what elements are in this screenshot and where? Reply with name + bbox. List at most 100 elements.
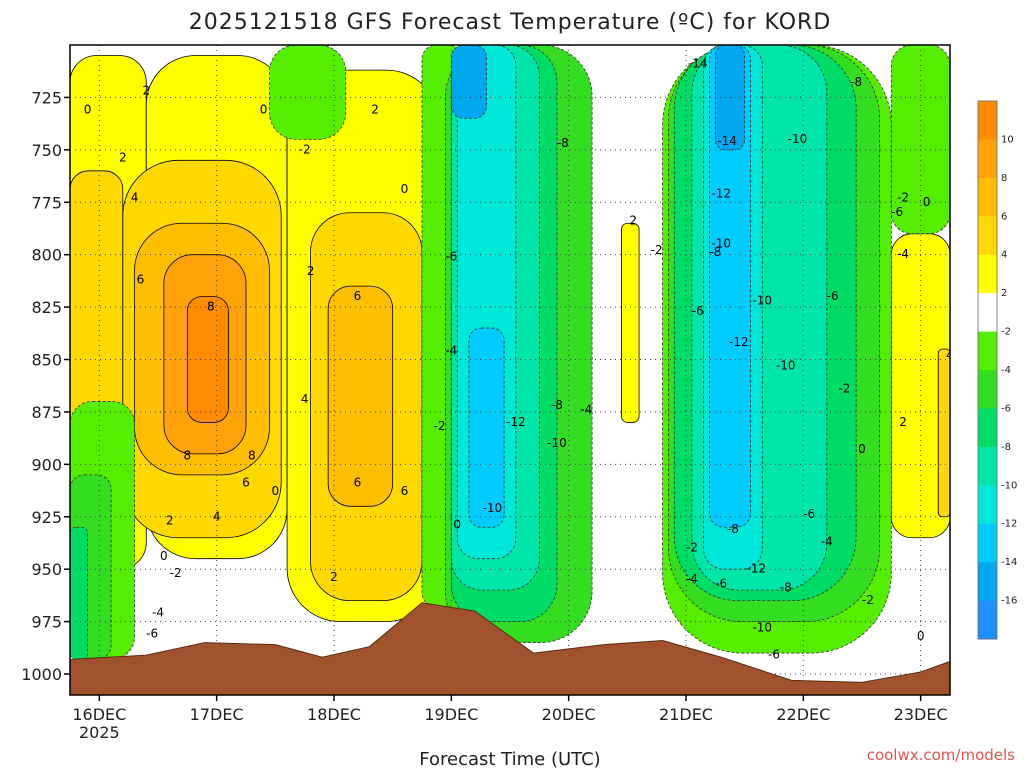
contour-label: 6 bbox=[401, 484, 409, 498]
colorbar-tick-label: -4 bbox=[1001, 365, 1011, 376]
temperature-region bbox=[186, 296, 229, 423]
y-tick-label: 1000 bbox=[21, 665, 62, 684]
contour-label: 4 bbox=[213, 509, 221, 523]
x-tick-label: 20DEC bbox=[542, 705, 596, 724]
contour-label: 0 bbox=[260, 103, 268, 117]
colorbar-swatch bbox=[978, 370, 997, 409]
temperature-region bbox=[709, 45, 751, 528]
terrain-surface bbox=[70, 602, 950, 695]
colorbar-tick-label: 8 bbox=[1001, 173, 1007, 184]
contour-label: 8 bbox=[207, 300, 215, 314]
colorbar-swatch bbox=[978, 139, 997, 179]
y-tick-label: 750 bbox=[31, 141, 62, 160]
chart-title: 2025121518 GFS Forecast Temperature (ºC)… bbox=[189, 10, 832, 35]
contour-label: 2 bbox=[330, 570, 338, 584]
contour-label: -4 bbox=[821, 534, 833, 548]
contour-label: -10 bbox=[788, 132, 808, 146]
temperature-region bbox=[468, 327, 505, 528]
y-tick-label: 800 bbox=[31, 246, 62, 265]
x-tick-label: 21DEC bbox=[659, 705, 713, 724]
colorbar-swatch bbox=[978, 562, 997, 602]
y-tick-label: 925 bbox=[31, 508, 62, 527]
x-tick-label: 19DEC bbox=[424, 705, 478, 724]
contour-label: -2 bbox=[838, 381, 850, 395]
colorbar-swatch bbox=[978, 101, 997, 140]
y-tick-label: 875 bbox=[31, 403, 62, 422]
contour-label: -8 bbox=[557, 136, 569, 150]
colorbar-tick-label: -6 bbox=[1001, 403, 1011, 414]
contour-label: 2 bbox=[119, 151, 127, 165]
contour-label: -10 bbox=[752, 620, 772, 634]
colorbar-frame bbox=[977, 100, 998, 640]
contour-label: -4 bbox=[686, 572, 698, 586]
y-tick-label: 825 bbox=[31, 298, 62, 317]
colorbar-tick-label: 4 bbox=[1001, 250, 1007, 261]
contour-label: -4 bbox=[897, 247, 909, 261]
contour-label: 6 bbox=[242, 476, 250, 490]
colorbar-tick-label: -14 bbox=[1001, 557, 1017, 568]
gridlines bbox=[70, 45, 950, 695]
colorbar: 10 8 6 4 2 -2 -4 -6 -8 -10 -12 -14 -16 bbox=[977, 100, 1017, 640]
contour-label: 0 bbox=[858, 442, 866, 456]
terrain-layer bbox=[70, 602, 950, 695]
contour-label: -8 bbox=[709, 245, 721, 259]
x-year-label: 2025 bbox=[79, 723, 120, 742]
temperature-region bbox=[890, 45, 950, 235]
contour-label: -10 bbox=[776, 358, 796, 372]
contour-label: -2 bbox=[862, 593, 874, 607]
x-tick-label: 17DEC bbox=[190, 705, 244, 724]
contour-label: 0 bbox=[917, 629, 925, 643]
temperature-region bbox=[327, 285, 394, 507]
colorbar-tick-label: -2 bbox=[1001, 327, 1011, 338]
contour-label: -6 bbox=[715, 576, 727, 590]
colorbar-swatch bbox=[978, 600, 997, 640]
contour-label: 0 bbox=[160, 549, 168, 563]
contour-label: -6 bbox=[445, 249, 457, 263]
contour-label: 2 bbox=[307, 264, 315, 278]
contour-label: -6 bbox=[827, 289, 839, 303]
contour-label: 4 bbox=[131, 191, 139, 205]
contour-label: -10 bbox=[711, 237, 731, 251]
colorbar-swatch bbox=[978, 446, 997, 486]
contour-label: -4 bbox=[445, 344, 457, 358]
contour-label: 0 bbox=[272, 484, 280, 498]
contour-label: 0 bbox=[453, 518, 461, 532]
contour-label: 0 bbox=[84, 103, 92, 117]
temperature-region bbox=[621, 222, 640, 423]
x-tick-label: 18DEC bbox=[307, 705, 361, 724]
contour-label: -6 bbox=[891, 205, 903, 219]
contour-label: -4 bbox=[580, 402, 592, 416]
contour-label: -10 bbox=[547, 436, 567, 450]
contour-label: -2 bbox=[686, 541, 698, 555]
y-tick-label: 950 bbox=[31, 560, 62, 579]
temperature-region bbox=[269, 45, 347, 140]
x-tick-label: 22DEC bbox=[776, 705, 830, 724]
contour-label: 6 bbox=[137, 272, 145, 286]
colorbar-tick-label: -8 bbox=[1001, 442, 1011, 453]
colorbar-tick-label: -10 bbox=[1001, 480, 1017, 491]
contour-label: 6 bbox=[354, 289, 362, 303]
y-tick-label: 900 bbox=[31, 455, 62, 474]
temperature-region bbox=[450, 45, 487, 119]
y-tick-label: 975 bbox=[31, 613, 62, 632]
colorbar-tick-label: 10 bbox=[1001, 134, 1014, 145]
contour-label: -14 bbox=[717, 134, 737, 148]
contour-label: 0 bbox=[923, 195, 931, 209]
colorbar-swatch bbox=[978, 177, 997, 217]
contour-label: -6 bbox=[692, 304, 704, 318]
contour-label: -8 bbox=[551, 398, 563, 412]
contour-label: 2 bbox=[899, 415, 907, 429]
contour-label: -2 bbox=[170, 566, 182, 580]
contour-label: -6 bbox=[803, 507, 815, 521]
contour-label: 2 bbox=[166, 513, 174, 527]
contour-label: -6 bbox=[768, 648, 780, 662]
contour-label: 0 bbox=[401, 182, 409, 196]
colorbar-swatch bbox=[978, 523, 997, 563]
colorbar-tick-label: -12 bbox=[1001, 519, 1017, 530]
contour-label: -12 bbox=[729, 335, 749, 349]
contour-label: 8 bbox=[184, 448, 192, 462]
contour-label: -2 bbox=[434, 419, 446, 433]
contour-label: -12 bbox=[711, 186, 731, 200]
